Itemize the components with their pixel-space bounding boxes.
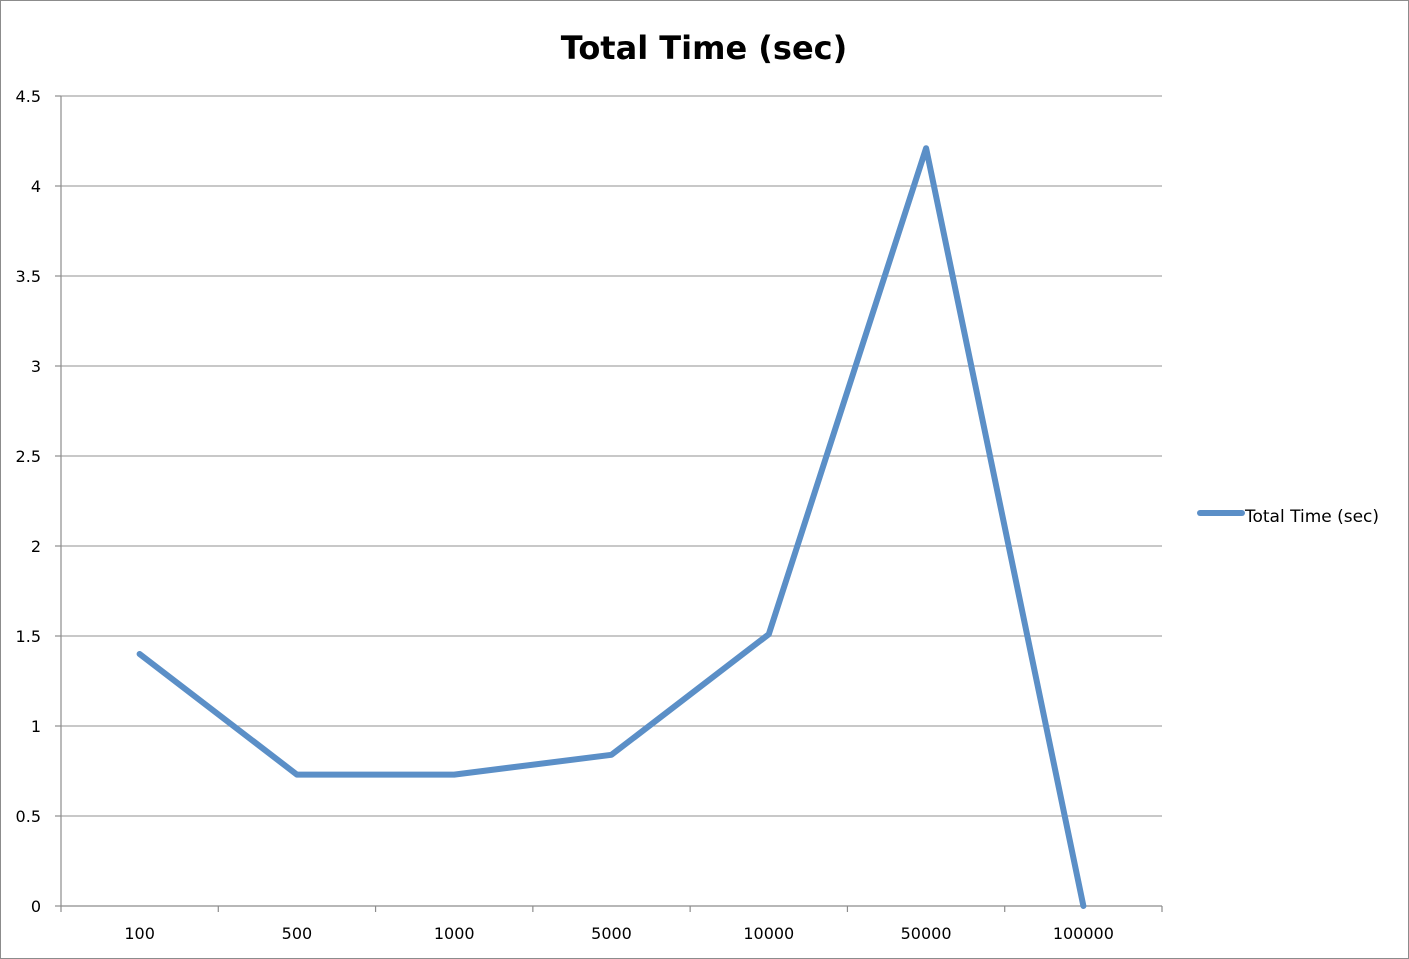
x-axis-tick-labels: 100 500 1000 5000 10000 50000 100000 — [124, 924, 1114, 943]
y-tick-label: 3 — [31, 357, 41, 376]
y-tick-label: 1.5 — [16, 627, 41, 646]
gridlines — [61, 95, 1162, 817]
x-tick-label: 10000 — [743, 924, 794, 943]
x-tick-label: 500 — [282, 924, 313, 943]
y-tick-label: 2 — [31, 537, 41, 556]
x-tick-label: 50000 — [901, 924, 952, 943]
y-tick-label: 2.5 — [16, 447, 41, 466]
y-axis-tick-labels: 0 0.5 1 1.5 2 2.5 3 3.5 4 4.5 — [16, 87, 41, 916]
x-tick-label: 100 — [124, 924, 155, 943]
series-lines — [136, 145, 1087, 909]
y-tick-label: 4.5 — [16, 87, 41, 106]
axes — [55, 95, 1163, 912]
x-tick-label: 100000 — [1053, 924, 1114, 943]
legend-label: Total Time (sec) — [1244, 507, 1379, 527]
legend: Total Time (sec) — [1197, 507, 1379, 527]
y-tick-label: 0 — [31, 897, 41, 916]
x-tick-label: 5000 — [591, 924, 632, 943]
x-tick-label: 1000 — [434, 924, 475, 943]
series-line — [136, 145, 1087, 909]
y-tick-label: 3.5 — [16, 267, 41, 286]
chart-title: Total Time (sec) — [561, 29, 848, 67]
y-tick-label: 1 — [31, 717, 41, 736]
y-tick-label: 0.5 — [16, 807, 41, 826]
y-tick-label: 4 — [31, 177, 41, 196]
